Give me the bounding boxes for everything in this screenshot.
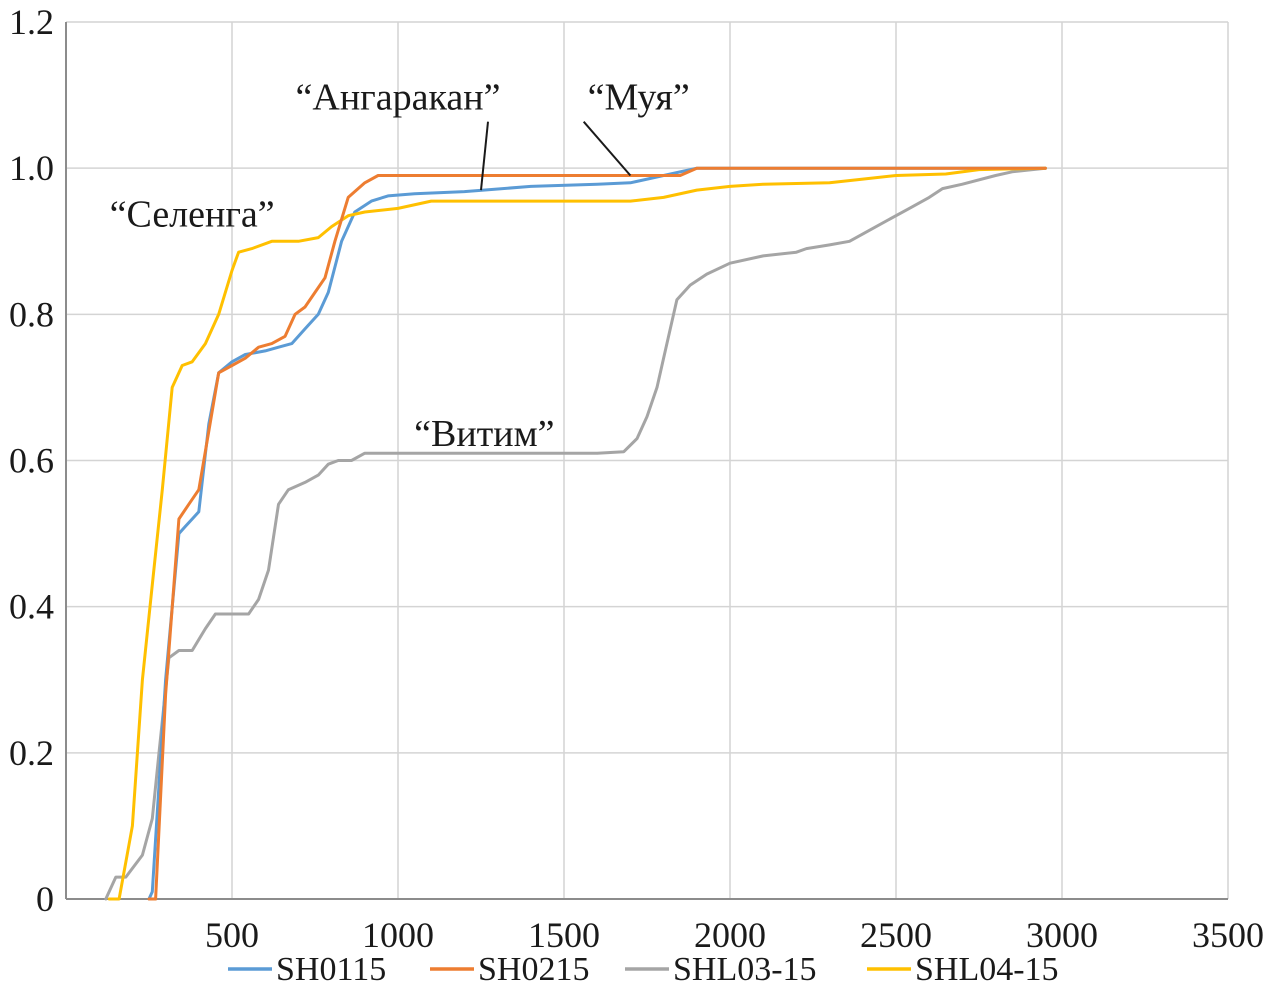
y-tick-label: 0.6	[9, 441, 54, 481]
y-tick-label: 0.8	[9, 294, 54, 334]
annotation-label: “Селенга”	[110, 194, 275, 236]
axes	[65, 22, 1228, 900]
x-tick-label: 1000	[362, 915, 434, 955]
tick-labels: 500 1000 1500 2000 2500 3000 3500 0 0.2 0.4 0.6 0.8…	[9, 2, 1264, 955]
x-tick-label: 2500	[860, 915, 932, 955]
legend-label: SH0215	[478, 951, 589, 988]
annotation-label: “Витим”	[414, 413, 554, 455]
y-tick-label: 0	[36, 879, 54, 919]
annotation-pointer	[582, 121, 632, 177]
y-tick-label: 1.0	[9, 148, 54, 188]
grid-lines	[66, 21, 1229, 899]
legend-label: SHL04-15	[915, 951, 1059, 988]
series-line-shl03-15	[104, 166, 1047, 901]
legend-label: SH0115	[276, 951, 386, 988]
y-tick-label: 0.2	[9, 733, 54, 773]
y-tick-label: 0.4	[9, 587, 54, 627]
series-line-shl04-15	[107, 166, 1047, 901]
legend-label: SHL03-15	[673, 951, 817, 988]
x-tick-label: 3000	[1026, 915, 1098, 955]
annotation-pointer	[480, 121, 489, 191]
annotation-label: “Муя”	[588, 77, 690, 119]
annotation-label: “Ангаракан”	[296, 77, 501, 119]
x-tick-label: 1500	[528, 915, 600, 955]
annotations: “Ангаракан” “Муя” “Селенга” “Витим”	[110, 77, 690, 455]
x-tick-label: 3500	[1192, 915, 1264, 955]
x-tick-label: 2000	[694, 915, 766, 955]
y-tick-label: 1.2	[9, 2, 54, 42]
series-lines	[104, 166, 1047, 901]
x-tick-label: 500	[205, 915, 259, 955]
series-line-sh0215	[147, 166, 1047, 901]
legend: SH0115 SH0215 SHL03-15 SHL04-15	[228, 951, 1059, 988]
series-line-sh0115	[147, 166, 1047, 901]
